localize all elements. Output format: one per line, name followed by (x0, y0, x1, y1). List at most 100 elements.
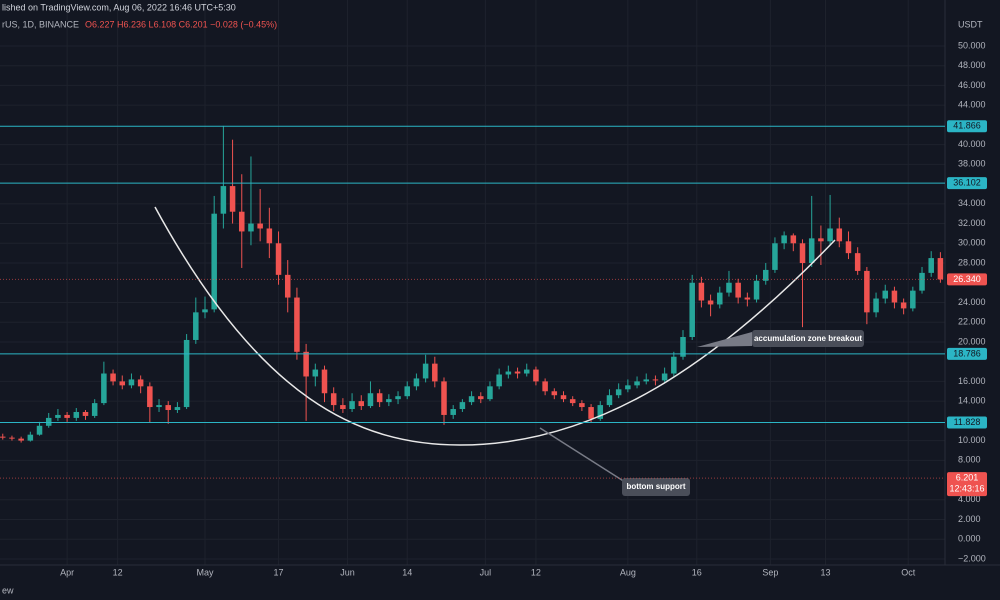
y-tick-label: 40.000 (958, 139, 986, 149)
candle-body (275, 243, 282, 275)
y-tick-label: 32.000 (958, 218, 986, 228)
candle-body (45, 417, 52, 426)
published-note: lished on TradingView.com, Aug 06, 2022 … (2, 2, 236, 12)
candle-body (864, 270, 870, 313)
candle-body (514, 371, 521, 374)
y-tick-label: 24.000 (958, 297, 986, 307)
candle-body (367, 393, 374, 407)
y-tick-label: 38.000 (958, 159, 986, 169)
level-label-box (947, 177, 987, 190)
candle-body (303, 351, 309, 377)
candle-body (689, 282, 695, 338)
footer-text: ew (2, 585, 14, 595)
annotation: accumulation zone breakout (754, 334, 862, 343)
x-tick-label: 12 (531, 567, 541, 577)
candle-body (266, 228, 273, 244)
candle-body (661, 373, 668, 381)
level-label-box (947, 347, 987, 360)
candle-body (413, 378, 420, 387)
level-label: 41.866 (953, 121, 981, 131)
candle-body (615, 389, 622, 396)
candle-body (404, 386, 410, 397)
candle-body (64, 414, 70, 418)
candle-body (137, 379, 144, 387)
x-tick-label: 14 (402, 567, 412, 577)
candle-body (928, 258, 934, 273)
candle-body (606, 395, 613, 406)
x-tick-label: 17 (274, 567, 284, 577)
candle-body (717, 292, 723, 305)
candle-body (818, 238, 824, 242)
candle-body (496, 374, 502, 387)
annotation: bottom support (626, 482, 685, 491)
candle-body (643, 379, 649, 382)
level-label-box (947, 120, 987, 133)
y-tick-label: 44.000 (958, 100, 986, 110)
candle-body (762, 269, 769, 281)
candle-body (753, 280, 760, 300)
x-tick-label: Sep (762, 567, 778, 577)
candle-body (505, 371, 512, 375)
candle-body (349, 401, 355, 410)
candle-body (671, 356, 677, 374)
candle-body (395, 396, 401, 400)
candle-body (891, 290, 898, 303)
level-label: 36.102 (953, 177, 981, 187)
candle-body (239, 211, 245, 232)
candle-body (73, 411, 80, 418)
candle-body (827, 228, 833, 242)
y-tick-label: 4.000 (958, 494, 981, 504)
candle-body (808, 238, 815, 264)
y-tick-label: 30.000 (958, 238, 986, 248)
candle-body (873, 298, 879, 313)
candle-body (854, 253, 861, 271)
candle-body (551, 391, 558, 396)
candle-body (211, 213, 217, 310)
candle-body (248, 223, 254, 232)
candle-body (340, 405, 346, 410)
y-tick-label: −2.000 (958, 553, 986, 563)
y-tick-label: 48.000 (958, 60, 986, 70)
candle-body (919, 272, 925, 291)
candle-body (330, 393, 337, 406)
candle-body (174, 407, 181, 411)
candles (0, 125, 944, 443)
candle-body (772, 243, 778, 270)
symbol: rUS, 1D, BINANCE (2, 19, 79, 29)
candle-body (652, 379, 659, 381)
y-tick-label: 16.000 (958, 376, 986, 386)
candle-body (910, 290, 916, 309)
y-tick-label: 8.000 (958, 455, 981, 465)
last-price-box (947, 472, 987, 497)
candle-body (422, 363, 429, 379)
candle-body (156, 405, 162, 408)
candle-body (542, 381, 548, 392)
candle-body (726, 282, 732, 293)
level-label: 11.828 (954, 417, 981, 427)
candle-body (36, 425, 43, 435)
x-tick-label: Aug (620, 567, 636, 577)
y-tick-label: 28.000 (958, 257, 986, 267)
candle-body (459, 402, 466, 410)
candle-body (569, 399, 576, 404)
candle-body (680, 337, 686, 357)
level-label: 18.786 (953, 348, 981, 358)
candle-body (597, 405, 604, 419)
candle-body (450, 409, 456, 415)
candle-body (91, 403, 98, 416)
x-tick-label: May (196, 567, 214, 577)
y-tick-label: 14.000 (958, 396, 986, 406)
candle-body (202, 309, 208, 313)
candle-body (376, 393, 383, 403)
candle-body (0, 436, 6, 438)
candle-body (478, 396, 484, 400)
ohlc-values: O6.227 H6.236 L6.108 C6.201 −0.028 (−0.4… (85, 19, 277, 29)
candle-body (193, 312, 199, 340)
candle-body (321, 369, 328, 394)
candle-body (229, 186, 236, 212)
candle-body (294, 297, 300, 352)
candle-body (147, 386, 153, 408)
candle-body (579, 403, 585, 408)
